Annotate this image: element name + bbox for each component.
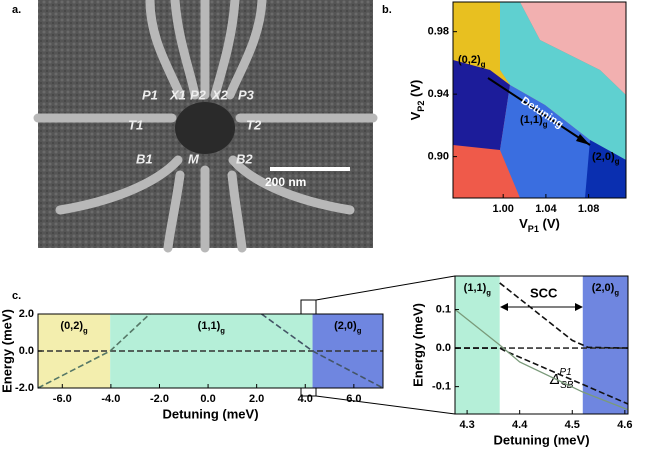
region-label-part: (2,0): [592, 282, 615, 294]
arrow-head: [575, 303, 583, 311]
panel-label: a.: [12, 4, 21, 16]
y-axis-label: Energy (meV): [410, 303, 425, 387]
y-axis-label-part: V: [408, 111, 423, 120]
region: [455, 276, 500, 414]
gate-label: X1: [169, 87, 186, 102]
x-axis-label: Detuning (meV): [162, 406, 258, 421]
panel-label: c.: [12, 290, 21, 302]
y-axis-label-part: (V): [408, 80, 423, 101]
arrow-head: [500, 303, 508, 311]
y-tick-label: 2.0: [19, 308, 34, 320]
gate-label: P3: [238, 87, 255, 102]
y-axis-label: VP2 (V): [408, 80, 426, 121]
x-tick-label: 4.0: [298, 393, 313, 405]
x-tick-label: -2.0: [150, 393, 169, 405]
annotation-sub: g: [615, 157, 620, 166]
x-tick-label: 4.5: [565, 419, 580, 431]
x-tick-label: -4.0: [101, 393, 120, 405]
x-axis-label-part: P1: [528, 224, 539, 234]
y-tick-label: 0.0: [436, 342, 451, 354]
gate-label: P1: [142, 87, 158, 102]
y-tick-label: 0.98: [428, 26, 449, 38]
annotation: SCC: [530, 285, 558, 300]
gate-label: T1: [128, 117, 143, 132]
x-tick-label: 2.0: [249, 393, 264, 405]
x-axis-label: VP1 (V): [519, 216, 560, 234]
annotation-sub: g: [481, 60, 486, 69]
y-axis-label-part: P2: [416, 101, 426, 112]
x-tick-label: 4.3: [459, 419, 474, 431]
x-tick-label: 1.00: [492, 203, 513, 215]
gate-label: X2: [211, 87, 229, 102]
annotation-text: (0,2): [458, 54, 481, 66]
x-tick-label: 6.0: [346, 393, 361, 405]
region: [583, 276, 628, 414]
x-tick-label: 1.08: [578, 203, 599, 215]
x-tick-label: -6.0: [53, 393, 72, 405]
region-label-part: (1,1): [198, 320, 221, 332]
region-label-part: (0,2): [60, 320, 83, 332]
gate-label: T2: [246, 117, 262, 132]
zoom-line: [316, 276, 455, 300]
region-label-part: g: [614, 288, 619, 297]
y-tick-label: 0.94: [428, 88, 450, 100]
region-label-part: g: [486, 288, 491, 297]
y-tick-label: 0.0: [19, 345, 34, 357]
x-axis-label: Detuning (meV): [493, 432, 589, 447]
y-tick-label: 0.90: [428, 151, 449, 163]
scale-bar-label: 200 nm: [265, 175, 306, 189]
region-label-part: g: [83, 326, 88, 335]
zoom-line: [316, 396, 455, 414]
y-tick-label: 0.1: [436, 303, 451, 315]
x-axis-label-part: V: [519, 216, 528, 231]
panel-label: b.: [382, 4, 392, 16]
region-label-part: g: [220, 326, 225, 335]
region-label-part: (2,0): [334, 320, 357, 332]
y-axis-label: Energy (meV): [0, 309, 14, 393]
y-tick-label: -0.1: [432, 381, 451, 393]
y-tick-label: -2.0: [15, 382, 34, 394]
stability-map: [453, 2, 626, 198]
annotation-text: (2,0): [592, 151, 615, 163]
sem-image: P1 X1 P2 X2 P3 T1 T2 B1 M B2 200 nm: [38, 0, 373, 248]
gate-label: B1: [136, 151, 153, 166]
x-tick-label: 1.04: [535, 203, 557, 215]
gate-label: P2: [190, 87, 207, 102]
x-tick-label: 4.4: [512, 419, 528, 431]
region-label-part: g: [357, 326, 362, 335]
gate-label: B2: [236, 151, 253, 166]
figure: a. P1 X1 P2 X2 P3 T1 T2 B1 M B2 200 nm b…: [0, 0, 651, 460]
x-tick-label: 0.0: [200, 393, 215, 405]
x-axis-label-part: (V): [539, 216, 560, 231]
x-tick-label: 4.6: [617, 419, 632, 431]
region-label-part: (1,1): [464, 282, 487, 294]
gate-label: M: [188, 151, 200, 166]
